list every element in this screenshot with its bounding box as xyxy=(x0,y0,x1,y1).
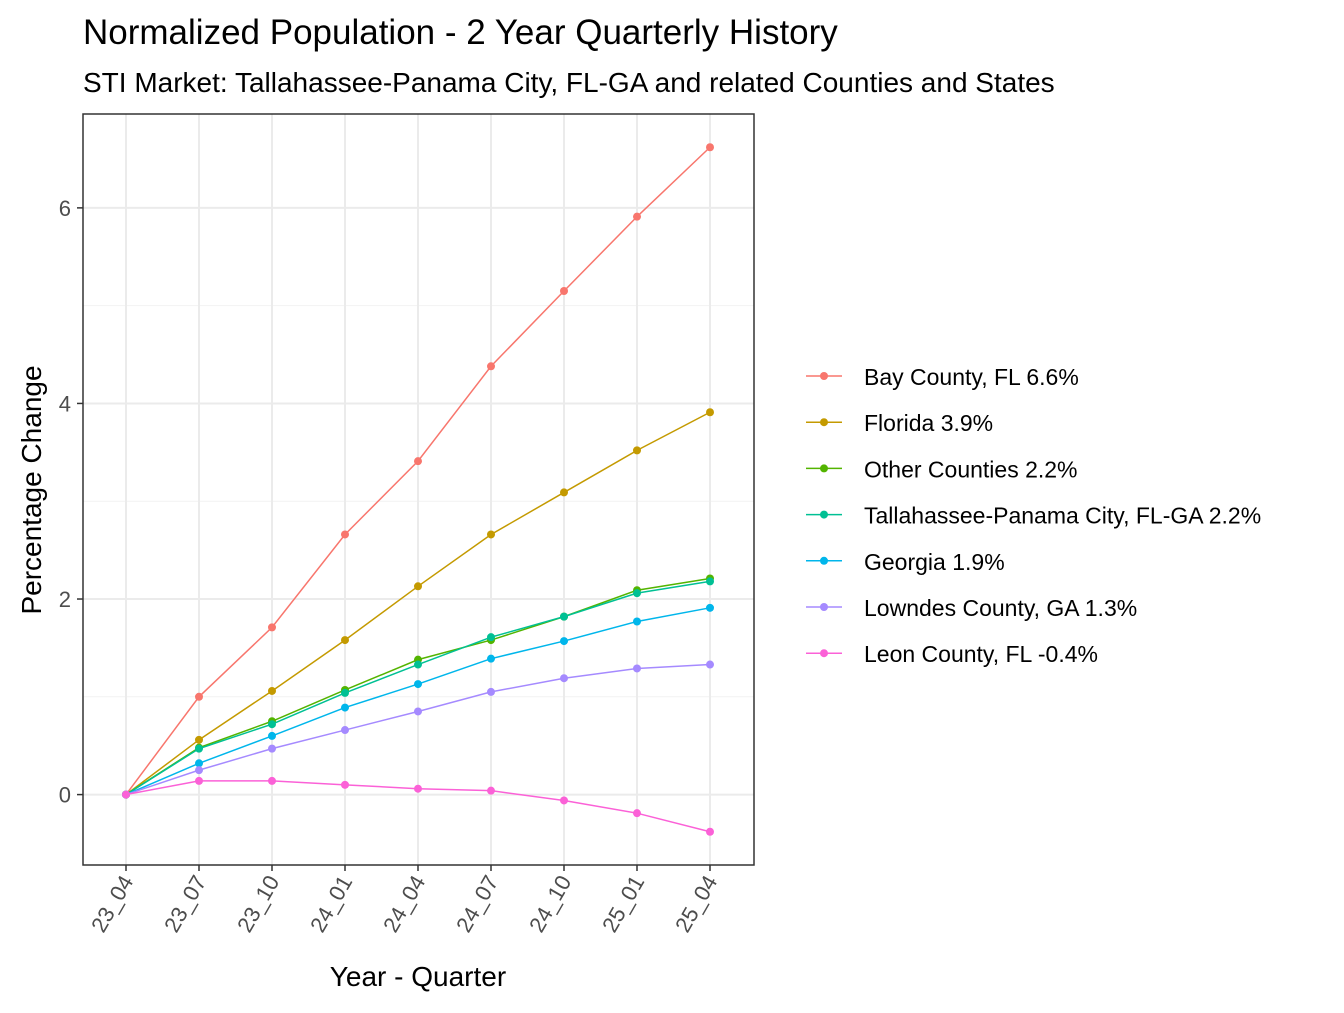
data-point xyxy=(633,589,641,598)
data-point xyxy=(268,731,276,740)
x-tick-label: 24_01 xyxy=(305,871,357,936)
x-tick-label: 23_07 xyxy=(159,871,211,936)
data-point xyxy=(341,780,349,789)
data-point xyxy=(195,776,203,785)
x-tick-label: 24_04 xyxy=(378,871,430,936)
x-tick-label: 25_04 xyxy=(670,871,722,936)
data-point xyxy=(195,744,203,753)
data-point xyxy=(122,790,130,799)
data-point xyxy=(706,408,714,417)
data-point xyxy=(414,660,422,669)
data-point xyxy=(341,703,349,712)
data-point xyxy=(268,623,276,632)
legend: Bay County, FL 6.6% Florida 3.9% Other Cou… xyxy=(806,364,1261,667)
data-point xyxy=(560,488,568,497)
y-axis-label: Percentage Change xyxy=(16,365,47,614)
legend-label: Other Counties 2.2% xyxy=(864,456,1078,482)
data-point xyxy=(706,143,714,152)
data-point xyxy=(414,680,422,689)
y-tick-label: 0 xyxy=(59,783,71,808)
axes: 0 2 4 6 23_04 23_07 23_10 24_01 24_04 24_07 24_10 2… xyxy=(59,196,723,937)
chart-title: Normalized Population - 2 Year Quarterly… xyxy=(83,13,838,52)
data-point xyxy=(268,744,276,753)
data-point xyxy=(414,784,422,793)
legend-label: Leon County, FL -0.4% xyxy=(864,641,1098,667)
legend-key-point xyxy=(820,418,828,427)
data-point xyxy=(560,637,568,646)
data-point xyxy=(195,692,203,701)
data-point xyxy=(268,720,276,729)
legend-key-point xyxy=(820,510,828,519)
series-6 xyxy=(122,776,714,836)
data-point xyxy=(706,660,714,669)
data-point xyxy=(633,446,641,455)
legend-key-point xyxy=(820,372,828,380)
data-point xyxy=(560,612,568,621)
data-point xyxy=(341,530,349,539)
data-point xyxy=(633,212,641,221)
legend-label: Lowndes County, GA 1.3% xyxy=(864,595,1137,621)
legend-label: Florida 3.9% xyxy=(864,410,993,436)
data-point xyxy=(487,530,495,539)
x-tick-label: 24_10 xyxy=(524,871,576,936)
legend-key-point xyxy=(820,649,828,658)
data-point xyxy=(268,776,276,785)
legend-label: Bay County, FL 6.6% xyxy=(864,364,1079,390)
data-point xyxy=(341,688,349,697)
data-point xyxy=(633,617,641,626)
data-point xyxy=(487,362,495,371)
data-point xyxy=(487,786,495,795)
data-point xyxy=(414,582,422,591)
x-tick-label: 23_10 xyxy=(232,871,284,936)
x-tick-label: 25_01 xyxy=(597,871,649,936)
data-point xyxy=(706,577,714,586)
data-point xyxy=(341,726,349,735)
data-point xyxy=(195,735,203,744)
y-tick-label: 4 xyxy=(59,391,71,416)
legend-key-point xyxy=(820,556,828,565)
legend-label: Tallahassee-Panama City, FL-GA 2.2% xyxy=(864,503,1261,529)
series-3 xyxy=(122,577,714,799)
data-point xyxy=(195,759,203,768)
data-point xyxy=(487,687,495,696)
y-tick-label: 2 xyxy=(59,587,71,612)
data-point xyxy=(560,796,568,805)
data-point xyxy=(487,654,495,663)
data-point xyxy=(560,674,568,683)
data-point xyxy=(706,827,714,836)
data-point xyxy=(414,707,422,716)
legend-label: Georgia 1.9% xyxy=(864,549,1005,575)
legend-key-point xyxy=(820,603,828,611)
y-tick-label: 6 xyxy=(59,196,71,221)
data-point xyxy=(268,686,276,695)
data-point xyxy=(706,603,714,612)
legend-key-point xyxy=(820,464,828,473)
series-4 xyxy=(122,603,714,799)
data-point xyxy=(195,766,203,775)
data-point xyxy=(560,286,568,295)
chart-subtitle: STI Market: Tallahassee-Panama City, FL-… xyxy=(83,67,1055,98)
grid xyxy=(83,114,754,865)
data-point xyxy=(633,664,641,673)
data-point xyxy=(414,457,422,466)
data-point xyxy=(487,633,495,642)
series-lines xyxy=(122,143,714,836)
data-point xyxy=(341,636,349,645)
data-point xyxy=(633,809,641,818)
x-axis-label: Year - Quarter xyxy=(330,961,506,992)
x-tick-label: 23_04 xyxy=(86,871,138,936)
x-tick-label: 24_07 xyxy=(451,871,503,936)
